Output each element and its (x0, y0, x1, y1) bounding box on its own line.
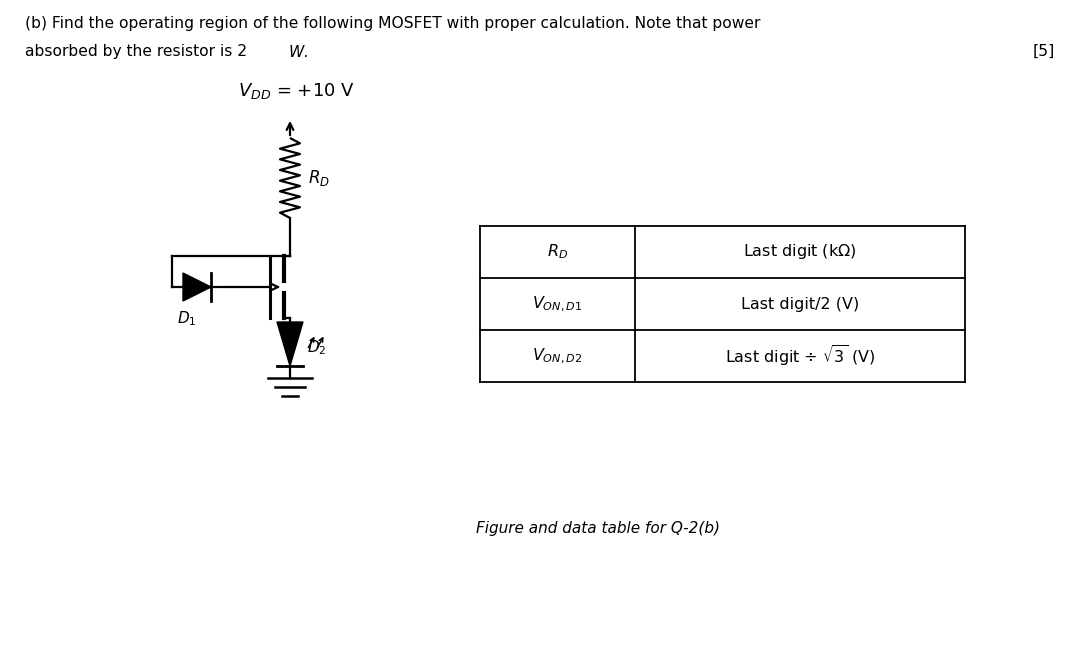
Text: (b) Find the operating region of the following MOSFET with proper calculation. N: (b) Find the operating region of the fol… (25, 16, 760, 31)
Text: $D_1$: $D_1$ (177, 309, 197, 328)
Text: Last digit (k$\Omega$): Last digit (k$\Omega$) (743, 242, 856, 262)
Text: $W$.: $W$. (288, 44, 308, 60)
Text: $D_2$: $D_2$ (307, 339, 326, 357)
Polygon shape (276, 322, 303, 366)
Text: Figure and data table for Q-2(b): Figure and data table for Q-2(b) (475, 521, 719, 536)
Text: $R_D$: $R_D$ (308, 168, 330, 188)
Polygon shape (183, 273, 211, 301)
Text: Last digit/2 (V): Last digit/2 (V) (741, 297, 859, 311)
Text: $V_{ON,D2}$: $V_{ON,D2}$ (532, 346, 583, 366)
Text: Last digit $\div$ $\sqrt{3}$ (V): Last digit $\div$ $\sqrt{3}$ (V) (725, 344, 875, 368)
Text: absorbed by the resistor is 2: absorbed by the resistor is 2 (25, 44, 252, 59)
Text: [5]: [5] (1032, 44, 1055, 59)
Text: $V_{ON,D1}$: $V_{ON,D1}$ (532, 295, 583, 314)
Text: $R_D$: $R_D$ (546, 243, 568, 262)
Text: $\mathbf{\mathit{V}}_{\mathbf{\mathit{DD}}}$ = +10 V: $\mathbf{\mathit{V}}_{\mathbf{\mathit{DD… (238, 81, 355, 101)
